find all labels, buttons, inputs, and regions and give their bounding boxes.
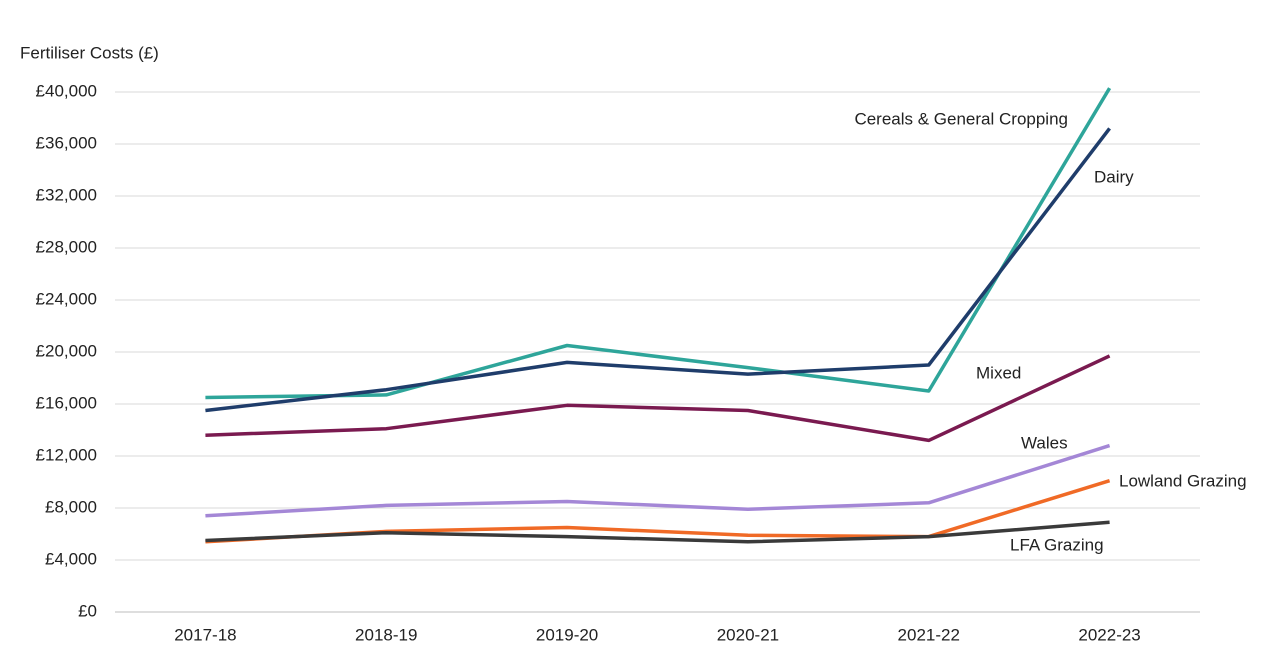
y-tick-label: £40,000 [36, 81, 97, 100]
series-label: Dairy [1094, 167, 1134, 186]
x-tick-label: 2022-23 [1078, 625, 1140, 644]
y-tick-label: £20,000 [36, 341, 97, 360]
series-label: Cereals & General Cropping [854, 109, 1068, 128]
y-tick-label: £8,000 [45, 497, 97, 516]
x-tick-label: 2021-22 [898, 625, 960, 644]
x-tick-label: 2019-20 [536, 625, 598, 644]
series-line [205, 87, 1112, 400]
series-label: Mixed [976, 363, 1021, 382]
series-line [205, 127, 1111, 413]
y-tick-label: £16,000 [36, 393, 97, 412]
series-label: Lowland Grazing [1119, 471, 1247, 490]
y-tick-label: £0 [78, 601, 97, 620]
series-line [205, 520, 1110, 544]
y-tick-label: £28,000 [36, 237, 97, 256]
series-label: LFA Grazing [1010, 535, 1104, 554]
y-tick-label: £4,000 [45, 549, 97, 568]
series-line [205, 443, 1111, 518]
y-tick-label: £24,000 [36, 289, 97, 308]
y-tick-label: £12,000 [36, 445, 97, 464]
x-tick-label: 2018-19 [355, 625, 417, 644]
y-tick-label: £32,000 [36, 185, 97, 204]
x-tick-label: 2020-21 [717, 625, 779, 644]
series-line [205, 354, 1111, 443]
y-axis-title: Fertiliser Costs (£) [20, 43, 159, 62]
y-tick-label: £36,000 [36, 133, 97, 152]
x-tick-label: 2017-18 [174, 625, 236, 644]
series-label: Wales [1021, 433, 1068, 452]
